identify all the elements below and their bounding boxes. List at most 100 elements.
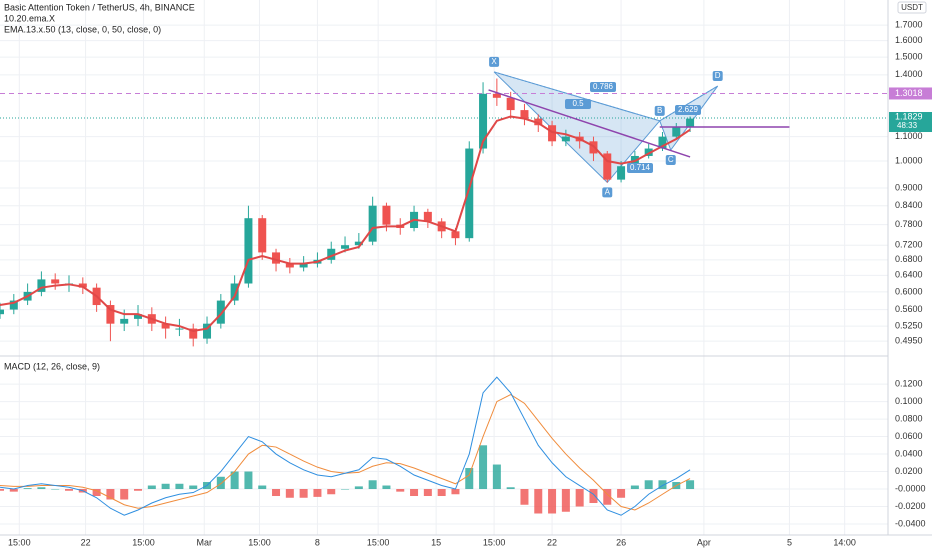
histogram-bar: [506, 487, 515, 490]
candle-body: [120, 318, 129, 324]
x-tick-label: 15:00: [132, 537, 155, 547]
candle-body: [451, 231, 460, 239]
pattern-point-label: A: [605, 188, 611, 197]
candle-body: [354, 241, 363, 246]
candle-body: [672, 127, 681, 137]
histogram-bar: [548, 489, 557, 514]
histogram-bar: [272, 489, 281, 497]
candle-body: [561, 136, 570, 142]
histogram-bar: [120, 489, 129, 500]
y-tick-label: -0.0400: [895, 518, 926, 528]
y-tick-label: 0.0400: [895, 448, 923, 458]
y-tick-label: 1.7000: [895, 19, 923, 29]
ratio-box: [627, 163, 653, 173]
y-tick-label: 0.5600: [895, 304, 923, 314]
candle-body: [0, 309, 4, 315]
y-tick-label: 1.1000: [895, 131, 923, 141]
histogram-bar: [285, 489, 294, 498]
y-tick-label: -0.0200: [895, 501, 926, 511]
histogram-bar: [189, 485, 198, 490]
ema-line: [0, 115, 691, 333]
last-price-tag: [889, 112, 932, 133]
histogram-bar: [354, 486, 363, 490]
candle-body: [134, 314, 143, 319]
histogram-bar: [575, 489, 584, 507]
candle-body: [51, 279, 60, 284]
histogram-bar: [410, 489, 419, 497]
pattern-point-label: C: [668, 155, 674, 164]
candle-body: [216, 300, 225, 324]
x-tick-label: 22: [81, 537, 91, 547]
histogram-bar: [65, 489, 74, 491]
x-tick-label: Mar: [197, 537, 213, 547]
histogram-bar: [299, 489, 308, 498]
y-tick-label: 0.0200: [895, 466, 923, 476]
y-tick-label: 1.4000: [895, 69, 923, 79]
histogram-bar: [327, 489, 336, 495]
candle-body: [230, 283, 239, 301]
macd-line: [0, 376, 691, 516]
y-tick-label: 0.6000: [895, 286, 923, 296]
countdown: 48:33: [897, 121, 918, 130]
y-tick-label: 0.1000: [895, 396, 923, 406]
ratio-label: 0.714: [630, 163, 651, 172]
level-label: 1.3018: [895, 88, 923, 98]
histogram-bar: [603, 489, 612, 505]
price-pane: X A B C D 0.786 0.5 0.714 2.629: [0, 56, 888, 347]
candle-body: [479, 93, 488, 149]
last-price-label: 1.1829: [895, 111, 923, 121]
ratio-label: 0.786: [593, 82, 614, 91]
pattern-point-label: B: [657, 106, 662, 115]
histogram-bar: [492, 464, 501, 490]
y-tick-label: 0.6800: [895, 254, 923, 264]
ratio-label: 2.629: [678, 105, 699, 114]
candle-body: [686, 118, 695, 128]
ratio-box: [565, 99, 591, 109]
x-tick-label: 15:00: [8, 537, 31, 547]
histogram-bar: [396, 489, 405, 492]
candle-body: [658, 136, 667, 149]
chart-title: Basic Attention Token / TetherUS, 4h, BI…: [4, 2, 195, 12]
histogram-bar: [368, 480, 377, 490]
x-tick-label: 5: [787, 537, 792, 547]
x-tick-label: 26: [616, 537, 626, 547]
y-tick-label: 1.6000: [895, 35, 923, 45]
candle-body: [37, 279, 46, 292]
histogram-bar: [134, 489, 143, 491]
candle-body: [534, 118, 543, 126]
macd-title: MACD (12, 26, close, 9): [4, 361, 100, 371]
candle-body: [603, 153, 612, 180]
y-tick-label: 1.5000: [895, 52, 923, 62]
y-tick-label: 0.5250: [895, 320, 923, 330]
candle-body: [175, 328, 184, 330]
histogram-bar: [313, 489, 322, 497]
candle-body: [368, 205, 377, 242]
candle-body: [423, 211, 432, 222]
histogram-bar: [161, 483, 170, 490]
candle-body: [258, 218, 267, 253]
histogram-bar: [0, 489, 4, 491]
histogram-bar: [244, 471, 253, 490]
histogram-bar: [106, 489, 115, 500]
candle-body: [244, 218, 253, 284]
macd-pane: [0, 376, 695, 516]
histogram-bar: [465, 468, 474, 490]
y-tick-label: 0.4950: [895, 336, 923, 346]
candle-body: [189, 328, 198, 339]
x-tick-label: Apr: [697, 537, 711, 547]
histogram-bar: [630, 485, 639, 490]
x-tick-label: 15:00: [483, 537, 506, 547]
candle-body: [382, 205, 391, 225]
y-tick-label: 0.0600: [895, 431, 923, 441]
candle-body: [285, 263, 294, 268]
pattern-edge: [493, 71, 718, 122]
histogram-bar: [216, 476, 225, 490]
candle-body: [492, 93, 501, 98]
ratio-label: 0.5: [572, 99, 584, 108]
candle-body: [203, 323, 212, 339]
currency-box[interactable]: [897, 1, 927, 14]
y-tick-label: 0.7800: [895, 219, 923, 229]
pattern-point-box: [489, 56, 500, 67]
pattern-point-label: D: [715, 71, 721, 80]
histogram-bar: [520, 489, 529, 505]
